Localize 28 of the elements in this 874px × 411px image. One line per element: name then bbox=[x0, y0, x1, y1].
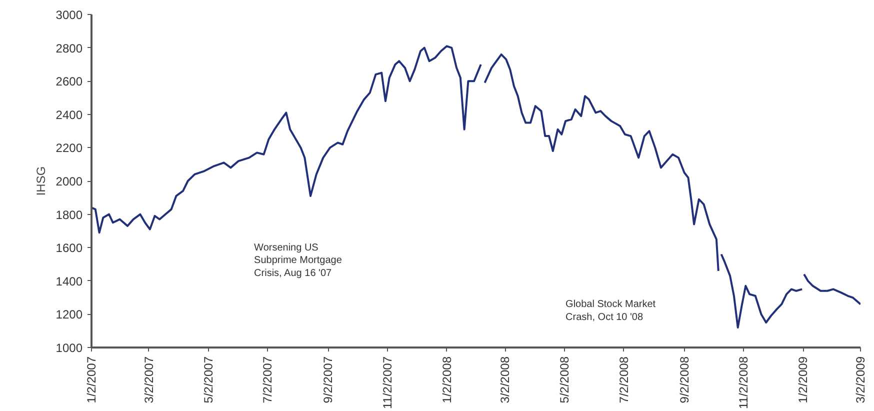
y-tick-label: 1400 bbox=[56, 274, 83, 288]
x-tick-label: 5/2/2007 bbox=[201, 356, 216, 404]
y-axis-title: IHSG bbox=[34, 166, 48, 196]
x-tick-label: 11/2/2007 bbox=[380, 356, 394, 409]
y-tick-label: 1200 bbox=[56, 308, 83, 322]
x-tick-label: 3/2/2007 bbox=[142, 356, 156, 404]
y-tick-label: 1800 bbox=[56, 208, 83, 222]
annotation: Worsening US Subprime Mortgage Crisis, Aug 16 '07 bbox=[254, 242, 342, 279]
x-tick-label: 9/2/2007 bbox=[321, 356, 336, 404]
annotation: Global Stock Market Crash, Oct 10 '08 bbox=[566, 299, 656, 323]
x-tick-label: 1/2/2008 bbox=[440, 356, 454, 404]
x-tick-label: 7/2/2008 bbox=[616, 356, 631, 404]
y-tick-label: 2800 bbox=[56, 41, 83, 56]
x-tick-label: 3/2/2008 bbox=[498, 356, 512, 404]
y-tick-label: 3000 bbox=[56, 8, 83, 22]
x-tick-label: 3/2/2009 bbox=[854, 356, 868, 404]
x-tick-label: 5/2/2008 bbox=[558, 356, 572, 404]
y-tick-label: 2400 bbox=[56, 108, 83, 122]
y-tick-label: 1600 bbox=[56, 241, 83, 256]
y-tick-label: 2000 bbox=[56, 174, 83, 188]
y-tick-label: 2200 bbox=[56, 141, 83, 156]
x-tick-label: 11/2/2008 bbox=[736, 356, 751, 409]
y-tick-label: 1000 bbox=[56, 341, 83, 355]
x-tick-label: 7/2/2007 bbox=[260, 356, 275, 404]
x-tick-label: 9/2/2008 bbox=[677, 356, 692, 404]
y-tick-label: 2600 bbox=[56, 74, 83, 89]
x-tick-label: 1/2/2009 bbox=[796, 356, 810, 404]
x-tick-label: 1/2/2007 bbox=[84, 356, 98, 404]
